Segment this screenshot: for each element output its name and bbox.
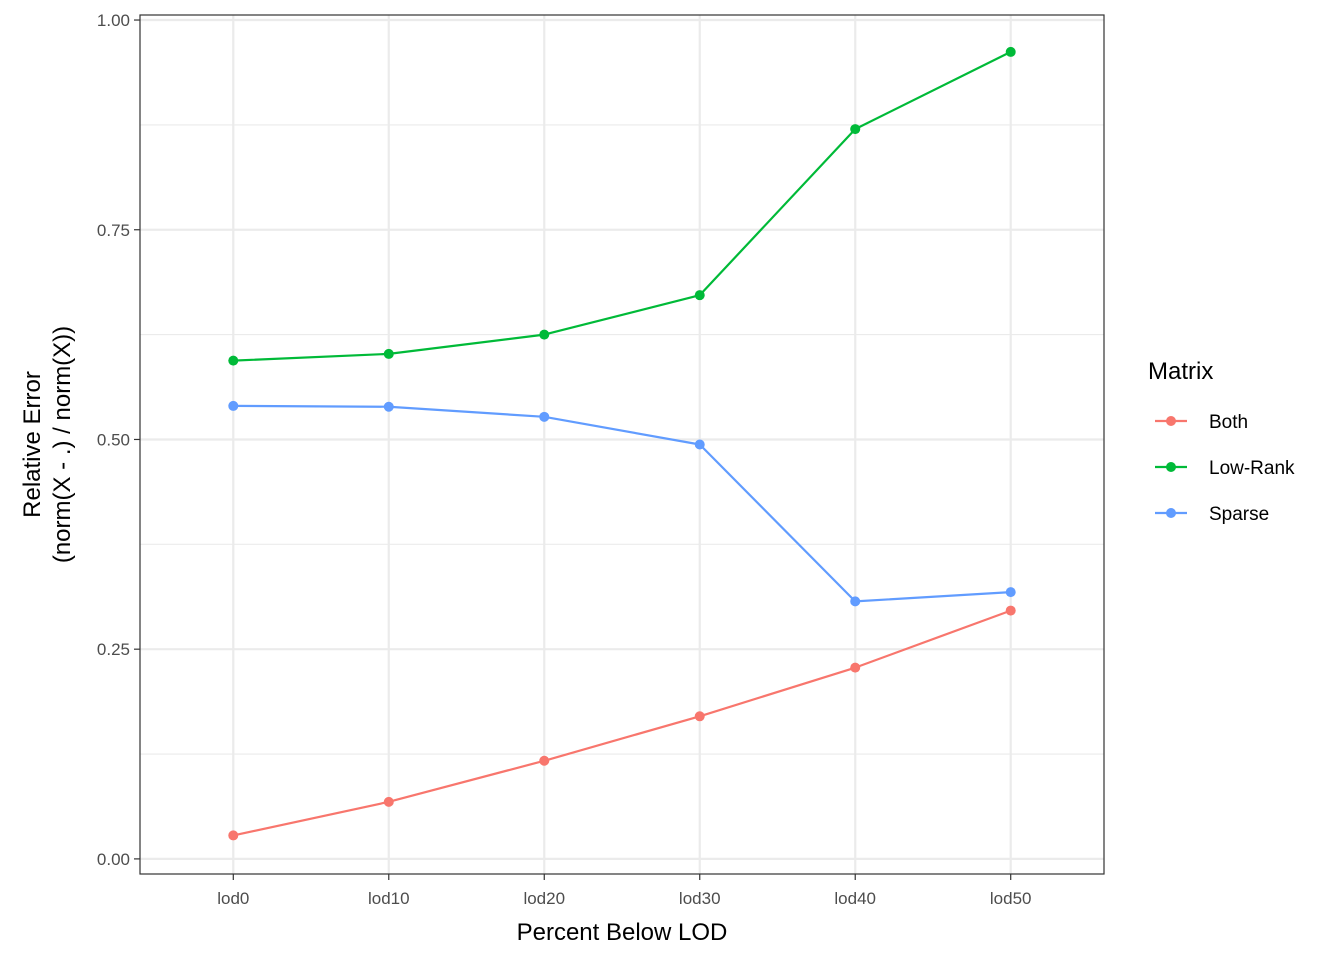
y-tick-label: 0.25 (97, 640, 130, 659)
plot-panel-border (139, 14, 1105, 875)
x-tick-label: lod30 (679, 889, 721, 908)
data-point (539, 755, 550, 766)
y-tick-label: 0.75 (97, 221, 130, 240)
legend-label: Sparse (1209, 504, 1269, 525)
series-line (233, 404, 1011, 603)
series (228, 46, 1016, 841)
data-point (383, 796, 394, 807)
plot-panel-background (140, 15, 1104, 874)
data-point (539, 329, 550, 340)
legend-label: Low-Rank (1209, 458, 1295, 479)
data-point (1005, 605, 1016, 616)
data-point (228, 830, 239, 841)
x-tick-label: lod0 (217, 889, 249, 908)
series-line (233, 609, 1012, 837)
data-point (539, 411, 550, 422)
grid (140, 15, 1104, 874)
data-point (383, 401, 394, 412)
x-tick-label: lod50 (990, 889, 1032, 908)
x-tick-label: lod10 (368, 889, 410, 908)
legend: Matrix Both Low-Rank Sparse (1148, 358, 1295, 525)
data-point (228, 400, 239, 411)
y-axis-title: Relative Error (norm(X - .) / norm(X)) (19, 326, 76, 563)
data-point (850, 596, 861, 607)
data-point (694, 290, 705, 301)
series-low-rank (228, 46, 1016, 366)
legend-key-point (1166, 416, 1176, 426)
series-both (228, 605, 1016, 841)
y-tick-label: 0.00 (97, 850, 130, 869)
data-point (1005, 46, 1016, 57)
data-point (694, 711, 705, 722)
data-point (850, 662, 861, 673)
legend-item: Both (1155, 412, 1248, 433)
y-tick-label: 1.00 (97, 11, 130, 30)
x-tick-label: lod20 (523, 889, 565, 908)
y-tick-label: 0.50 (97, 430, 130, 449)
x-tick-label: lod40 (834, 889, 876, 908)
legend-item: Sparse (1155, 504, 1269, 525)
legend-item: Low-Rank (1155, 458, 1295, 479)
legend-title: Matrix (1148, 358, 1213, 385)
axes: 0.00 0.25 0.50 0.75 1.00 lod0 lod10 lod20 lod30 l… (97, 11, 1032, 908)
x-axis-title: Percent Below LOD (517, 919, 728, 946)
legend-key-point (1166, 508, 1176, 518)
y-axis-title-line: Relative Error (19, 371, 46, 518)
data-point (1005, 587, 1016, 598)
y-axis-title-line: (norm(X - .) / norm(X)) (49, 326, 76, 563)
series-line (233, 50, 1012, 362)
data-point (694, 439, 705, 450)
legend-key-point (1166, 462, 1176, 472)
data-point (383, 348, 394, 359)
data-point (850, 124, 861, 135)
legend-label: Both (1209, 412, 1248, 433)
data-point (228, 355, 239, 366)
series-sparse (228, 400, 1016, 607)
